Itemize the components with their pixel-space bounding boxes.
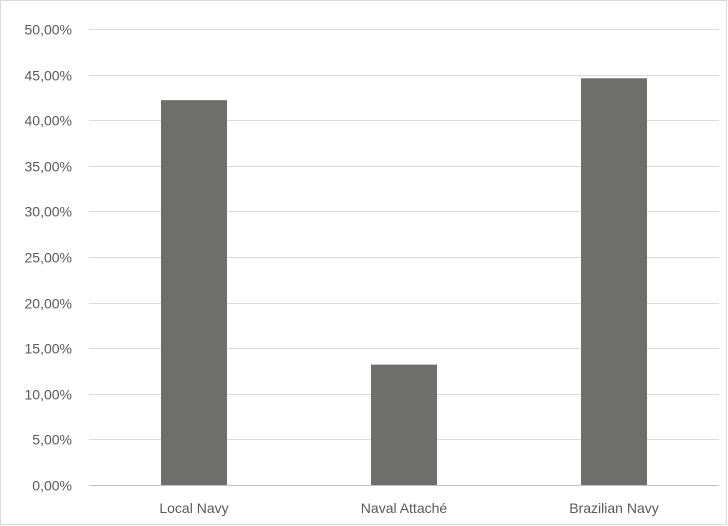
y-tick-label: 5,00% xyxy=(32,432,72,448)
x-category-label: Brazilian Navy xyxy=(569,500,658,516)
x-category-label: Local Navy xyxy=(159,500,228,516)
bars xyxy=(161,78,647,486)
bar xyxy=(161,100,227,486)
x-axis-category-labels: Local Navy Naval Attaché Brazilian Navy xyxy=(159,500,658,516)
bar xyxy=(581,78,647,486)
y-tick-label: 50,00% xyxy=(25,22,72,38)
y-axis-tick-labels: 0,00% 5,00% 10,00% 15,00% 20,00% 25,00% 30,00%… xyxy=(25,22,72,494)
y-tick-label: 30,00% xyxy=(25,204,72,220)
y-tick-label: 25,00% xyxy=(25,250,72,266)
y-tick-label: 20,00% xyxy=(25,296,72,312)
x-category-label: Naval Attaché xyxy=(361,500,448,516)
y-tick-label: 35,00% xyxy=(25,159,72,175)
y-tick-label: 40,00% xyxy=(25,113,72,129)
y-tick-label: 45,00% xyxy=(25,68,72,84)
y-tick-label: 10,00% xyxy=(25,387,72,403)
y-tick-label: 15,00% xyxy=(25,341,72,357)
y-tick-label: 0,00% xyxy=(32,478,72,494)
bar xyxy=(371,364,437,485)
